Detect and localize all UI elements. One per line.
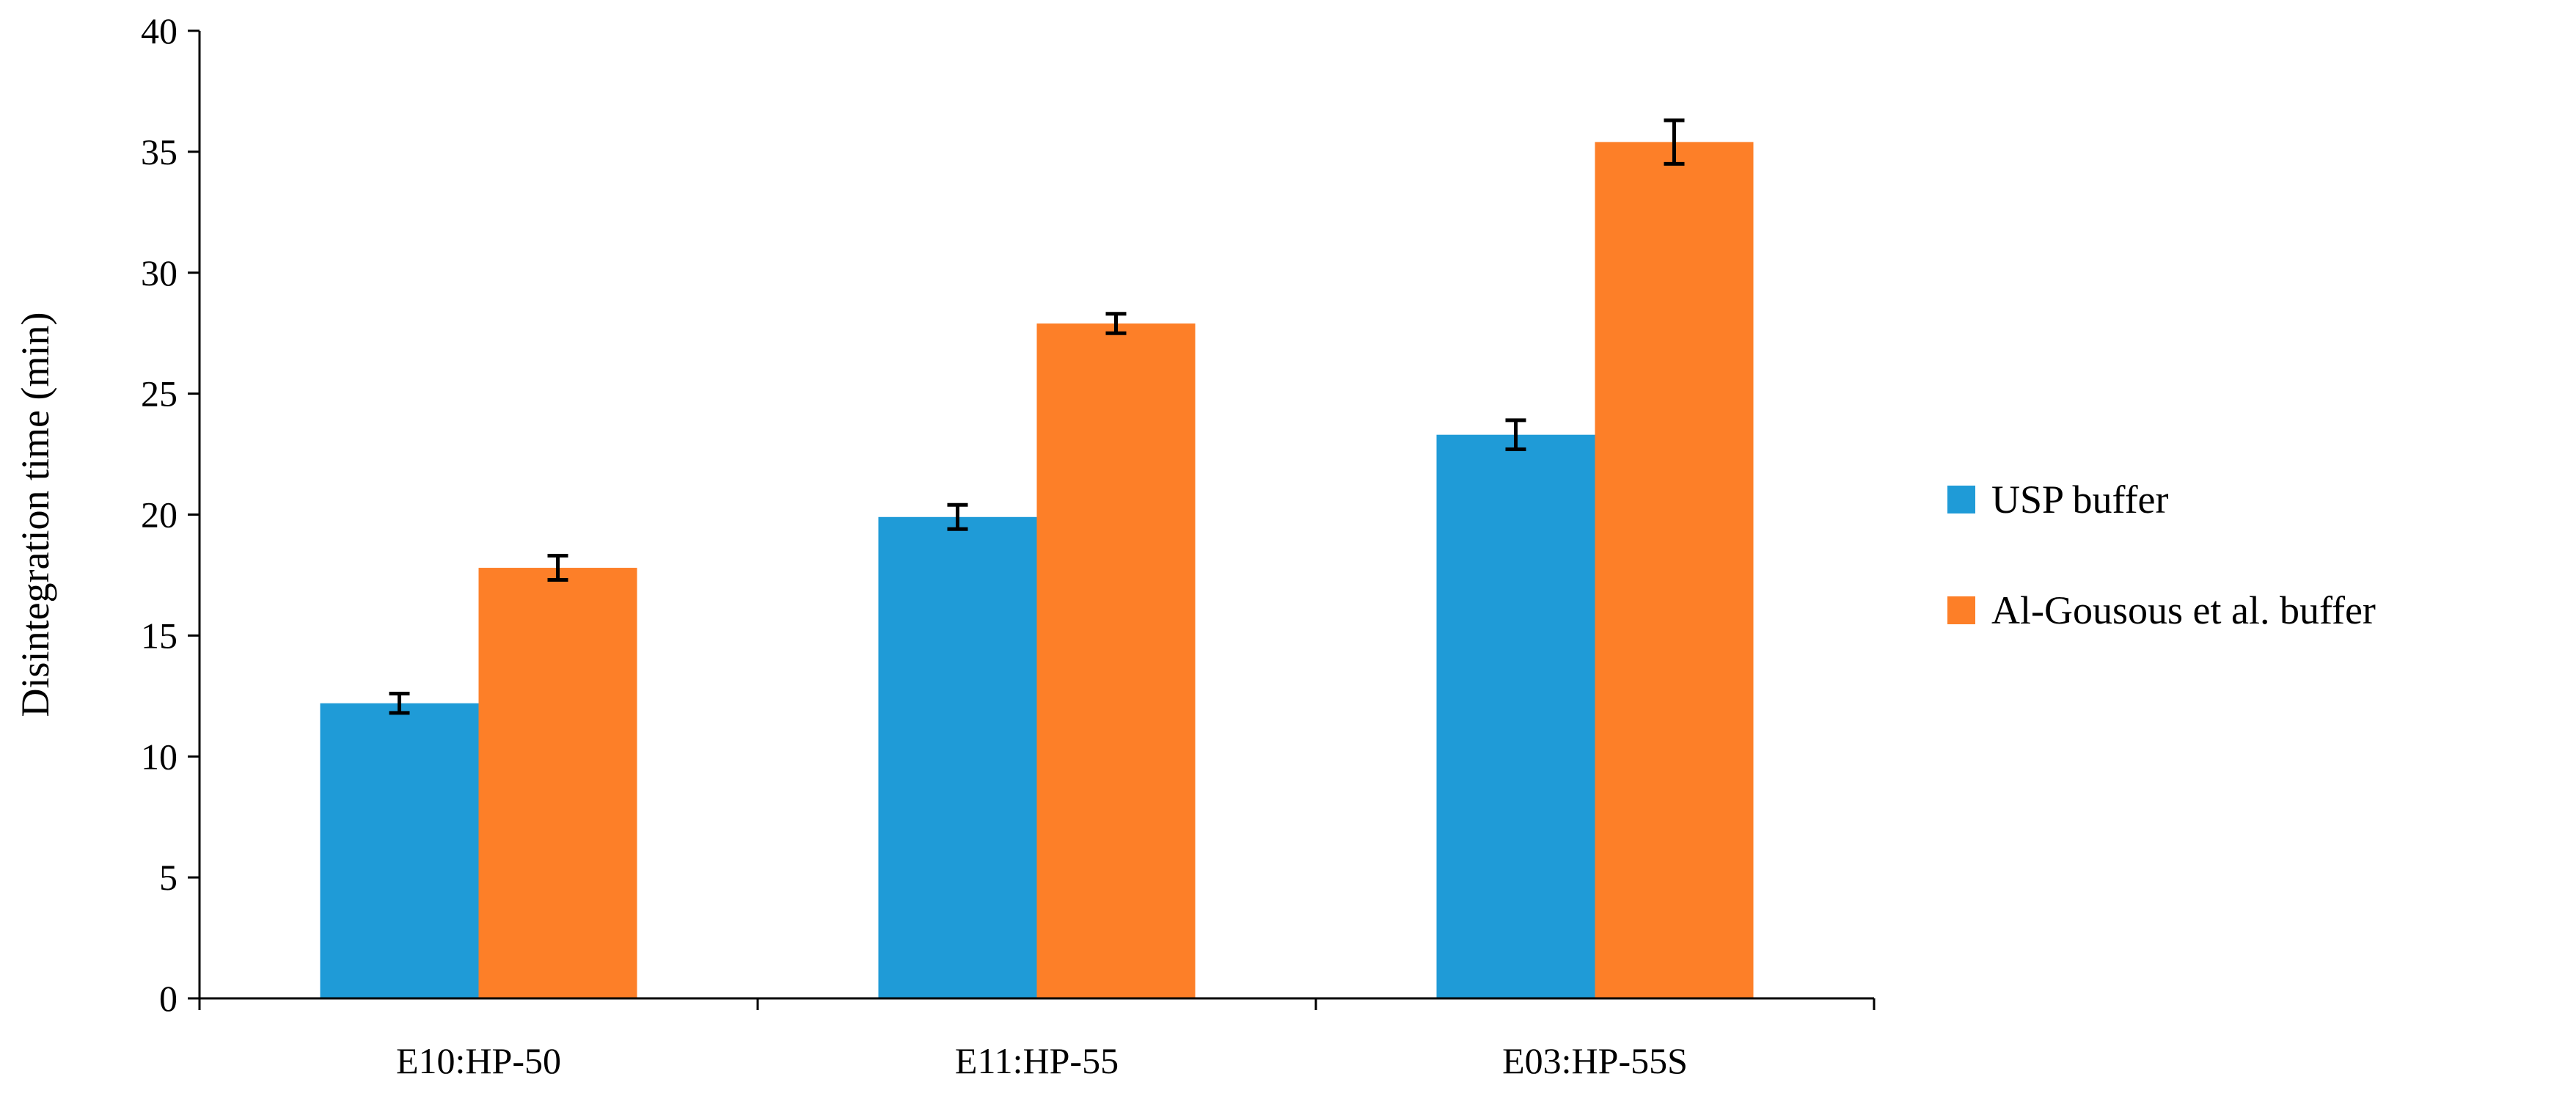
bar-usp-2 — [1436, 434, 1595, 998]
bar-al-gousous-2 — [1595, 142, 1754, 998]
error-bar — [1105, 312, 1127, 335]
y-tick-label: 10 — [141, 736, 178, 777]
bar-al-gousous-0 — [478, 568, 637, 998]
legend-label: Al-Gousous et al. buffer — [1991, 588, 2376, 632]
bar-usp-0 — [320, 703, 479, 998]
legend-swatch — [1947, 486, 1975, 513]
error-bar — [1664, 118, 1685, 166]
x-tick-label: E03:HP-55S — [1502, 1040, 1688, 1081]
plot-area — [320, 118, 1754, 998]
legend-swatch — [1947, 596, 1975, 624]
legend: USP buffer Al-Gousous et al. buffer — [1947, 478, 2376, 632]
bar-al-gousous-1 — [1036, 323, 1196, 998]
y-tick-label: 0 — [159, 978, 178, 1019]
y-axis: 0 5 10 15 20 25 30 35 40 — [141, 10, 201, 1019]
error-bar — [547, 554, 568, 582]
y-tick-label: 35 — [141, 131, 178, 172]
legend-label: USP buffer — [1991, 478, 2169, 522]
y-tick-label: 15 — [141, 615, 178, 656]
x-axis: E10:HP-50 E11:HP-55 E03:HP-55S — [198, 997, 1876, 1081]
x-tick-label: E11:HP-55 — [955, 1040, 1119, 1081]
y-tick-label: 25 — [141, 373, 178, 414]
error-bar — [1505, 418, 1526, 451]
error-bar — [389, 692, 410, 715]
y-axis-title: Disintegration time (min) — [13, 312, 57, 717]
y-tick-label: 5 — [159, 857, 178, 898]
bar-usp-1 — [878, 516, 1037, 998]
x-tick-label: E10:HP-50 — [396, 1040, 561, 1081]
error-bar — [947, 502, 968, 531]
y-tick-label: 30 — [141, 252, 178, 293]
y-tick-label: 20 — [141, 494, 178, 535]
y-tick-label: 40 — [141, 10, 178, 51]
